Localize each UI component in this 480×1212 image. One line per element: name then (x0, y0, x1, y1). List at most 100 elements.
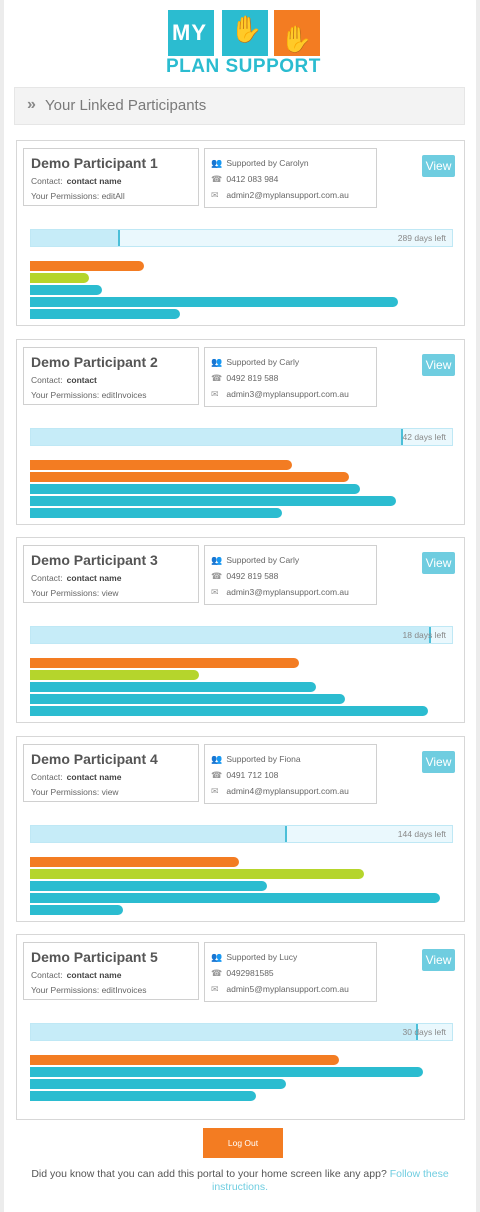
participant-card: Demo Participant 2 Contact: contact Your Pe… (16, 339, 465, 525)
supported-by: Supported by Lucy (226, 952, 298, 962)
budget-bar (30, 682, 316, 692)
contact-value: contact name (66, 970, 122, 980)
email-row: ✉ admin5@myplansupport.com.au (211, 984, 349, 995)
envelope-icon: ✉ (211, 587, 219, 597)
participant-permissions: Your Permissions: editAll (31, 191, 125, 201)
permissions-label: Your Permissions: (31, 985, 100, 995)
email-address: admin5@myplansupport.com.au (226, 984, 349, 994)
permissions-label: Your Permissions: (31, 191, 100, 201)
participant-card: Demo Participant 3 Contact: contact name Yo… (16, 537, 465, 723)
budget-bar (30, 881, 267, 891)
logo-brand-text: PLAN SUPPORT (166, 56, 321, 77)
hand-icon: ✋ (230, 14, 263, 44)
contact-value: contact name (66, 176, 122, 186)
permissions-value: view (101, 588, 119, 598)
tip-text: Did you know that you can add this porta… (31, 1168, 387, 1180)
email-address: admin3@myplansupport.com.au (226, 587, 349, 597)
instructions-link[interactable]: Follow these instructions. (211, 1168, 449, 1193)
participant-name: Demo Participant 1 (31, 155, 158, 171)
phone-row: ☎ 0492 819 588 (211, 571, 278, 582)
participant-permissions: Your Permissions: view (31, 787, 119, 797)
support-info: 👥 Supported by Carly ☎ 0492 819 588 ✉ admi… (204, 347, 377, 407)
participant-contact: Contact: contact name (31, 772, 121, 782)
plan-progress-fill (31, 429, 403, 445)
budget-bar (30, 658, 299, 668)
logo: MY ✋ ✋ PLAN SUPPORT (162, 10, 326, 78)
budget-bar (30, 706, 428, 716)
support-info: 👥 Supported by Lucy ☎ 0492981585 ✉ admin5@… (204, 942, 377, 1002)
contact-label: Contact: (31, 573, 63, 583)
days-left: 289 days left (397, 233, 446, 243)
envelope-icon: ✉ (211, 984, 219, 994)
email-address: admin4@myplansupport.com.au (226, 786, 349, 796)
participant-permissions: Your Permissions: editInvoices (31, 985, 146, 995)
support-info: 👥 Supported by Carolyn ☎ 0412 083 984 ✉ ad… (204, 148, 377, 208)
budget-bar (30, 1091, 256, 1101)
participant-card: Demo Participant 1 Contact: contact name Yo… (16, 140, 465, 326)
phone-number: 0412 083 984 (226, 174, 279, 184)
budget-bar (30, 869, 364, 879)
plan-progress-bar: 18 days left (30, 626, 453, 644)
plan-progress-fill (31, 826, 287, 842)
logout-button[interactable]: Log Out (203, 1128, 283, 1158)
plan-progress-fill (31, 627, 431, 643)
view-button[interactable]: View (422, 155, 455, 177)
section-header: » Your Linked Participants (14, 87, 465, 125)
support-info: 👥 Supported by Fiona ☎ 0491 712 108 ✉ admi… (204, 744, 377, 804)
plan-progress-bar: 42 days left (30, 428, 453, 446)
supported-by: Supported by Carly (226, 555, 300, 565)
budget-bar (30, 1067, 423, 1077)
budget-bar (30, 297, 398, 307)
budget-bar (30, 273, 89, 283)
plan-progress-fill (31, 230, 120, 246)
phone-number: 0492981585 (226, 968, 274, 978)
contact-value: contact name (66, 772, 122, 782)
logo-box-3 (274, 10, 320, 56)
email-row: ✉ admin2@myplansupport.com.au (211, 190, 349, 201)
support-info: 👥 Supported by Carly ☎ 0492 819 588 ✉ admi… (204, 545, 377, 605)
supported-by-row: 👥 Supported by Lucy (211, 952, 297, 963)
participant-name: Demo Participant 5 (31, 949, 158, 965)
permissions-value: editAll (101, 191, 125, 201)
permissions-label: Your Permissions: (31, 390, 100, 400)
chevron-icon: » (27, 96, 36, 113)
participant-name: Demo Participant 2 (31, 354, 158, 370)
budget-bar (30, 508, 282, 518)
contact-label: Contact: (31, 970, 63, 980)
permissions-value: view (101, 787, 119, 797)
permissions-label: Your Permissions: (31, 588, 100, 598)
view-button[interactable]: View (422, 949, 455, 971)
budget-bar (30, 261, 144, 271)
phone-number: 0491 712 108 (226, 770, 279, 780)
supported-by-row: 👥 Supported by Fiona (211, 754, 301, 765)
participant-card: Demo Participant 5 Contact: contact name Yo… (16, 934, 465, 1120)
budget-bar (30, 1055, 339, 1065)
participant-permissions: Your Permissions: view (31, 588, 119, 598)
email-row: ✉ admin3@myplansupport.com.au (211, 587, 349, 598)
budget-bar (30, 893, 440, 903)
supported-by: Supported by Fiona (226, 754, 301, 764)
phone-icon: ☎ (211, 174, 223, 184)
view-button[interactable]: View (422, 751, 455, 773)
phone-row: ☎ 0492981585 (211, 968, 274, 979)
supported-by-row: 👥 Supported by Carly (211, 357, 299, 368)
budget-bar (30, 285, 102, 295)
budget-bar (30, 905, 123, 915)
participant-info: Demo Participant 4 Contact: contact name Yo… (23, 744, 199, 802)
participant-contact: Contact: contact name (31, 176, 121, 186)
plan-progress-bar: 144 days left (30, 825, 453, 843)
budget-bar (30, 309, 180, 319)
participant-contact: Contact: contact name (31, 970, 121, 980)
plan-progress-bar: 289 days left (30, 229, 453, 247)
phone-icon: ☎ (211, 373, 223, 383)
plan-progress-fill (31, 1024, 418, 1040)
phone-number: 0492 819 588 (226, 373, 279, 383)
supported-by: Supported by Carolyn (226, 158, 309, 168)
view-button[interactable]: View (422, 552, 455, 574)
users-icon: 👥 (211, 952, 223, 962)
phone-row: ☎ 0491 712 108 (211, 770, 278, 781)
days-left: 42 days left (402, 432, 446, 442)
permissions-label: Your Permissions: (31, 787, 100, 797)
supported-by-row: 👥 Supported by Carly (211, 555, 299, 566)
view-button[interactable]: View (422, 354, 455, 376)
